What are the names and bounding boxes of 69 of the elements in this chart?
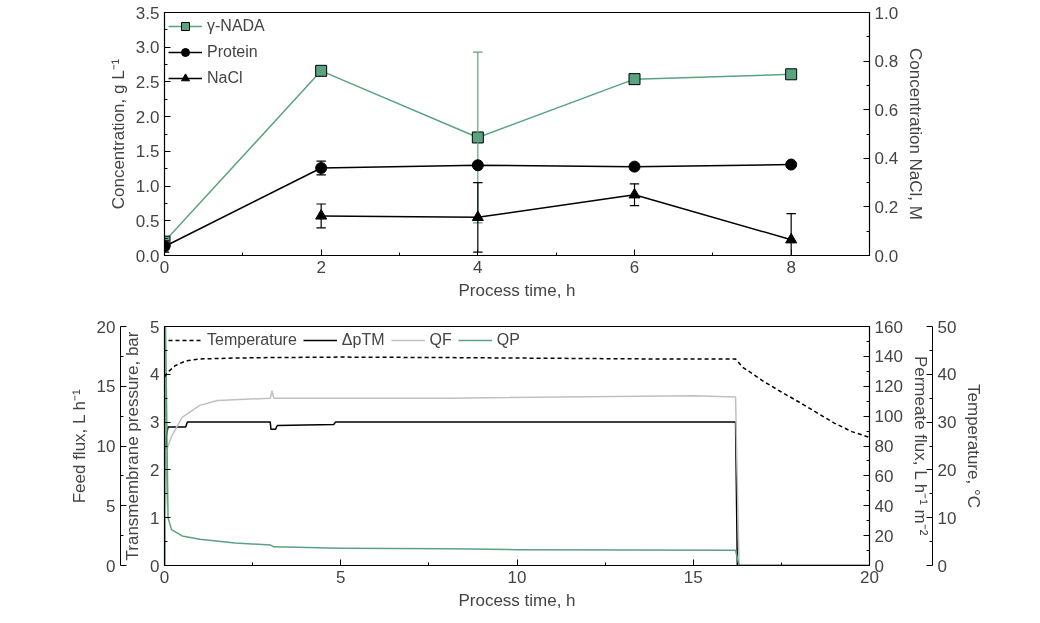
y2-tick-label: 0.6 <box>874 100 899 120</box>
point <box>785 158 798 171</box>
y2-tick-label: 1.0 <box>874 3 899 23</box>
legend-label: QF <box>429 330 452 350</box>
y-tick-label: 40 <box>937 365 957 385</box>
y2-tick-label: 120 <box>874 377 903 397</box>
y3-tick-label: 10 <box>96 437 116 456</box>
point <box>785 68 798 81</box>
y-tick-label: 2 <box>150 460 160 480</box>
y3-tick-label: 5 <box>106 496 116 516</box>
y-tick-label: 4 <box>150 365 160 385</box>
point <box>628 187 641 199</box>
y2-tick-label: 0.0 <box>874 246 899 266</box>
y2-tick-label: 60 <box>874 466 894 486</box>
y-tick-label: 30 <box>937 413 957 433</box>
y-tick-label: 0.0 <box>135 246 160 266</box>
legend-label: NaCl <box>207 68 243 88</box>
x-tick-label: 8 <box>786 257 796 277</box>
x-axis-title: Process time, h <box>458 280 576 300</box>
point <box>628 73 641 86</box>
y-tick-label: 20 <box>937 460 957 480</box>
y-tick-label: 3.5 <box>135 3 160 23</box>
y-axis-title: Concentration, g L⁻¹ <box>108 58 128 210</box>
x-tick-label: 2 <box>316 257 326 277</box>
y-tick-label: 2.0 <box>135 107 160 127</box>
point <box>628 160 641 173</box>
x-tick-label: 10 <box>507 567 527 587</box>
y2-tick-label: 80 <box>874 437 894 456</box>
point <box>315 209 328 220</box>
y2-tick-label: 140 <box>874 347 903 367</box>
y-tick-label: 1.5 <box>135 142 160 162</box>
y-tick-label: 1 <box>150 508 160 528</box>
x-tick-label: 15 <box>683 567 703 587</box>
y-tick-label: 2.5 <box>135 72 160 92</box>
y2-tick-label: 0.8 <box>874 52 899 72</box>
series-label: Temperature <box>207 330 297 350</box>
y2-tick-label: 20 <box>874 526 894 546</box>
y-tick-label: 0.5 <box>135 211 160 231</box>
point <box>471 131 484 144</box>
y2-tick-label: 100 <box>874 407 903 427</box>
point <box>471 210 484 222</box>
y2-axis-title: Permeate flux, L h⁻¹ m⁻² <box>910 355 930 536</box>
point <box>315 64 328 77</box>
y3-axis-title: Feed flux, L h⁻¹ <box>69 388 89 504</box>
point <box>785 232 798 244</box>
y-axis-title: Temperature, °C <box>964 384 984 508</box>
y2-tick-label: 0.2 <box>874 197 899 217</box>
y-tick-label: 10 <box>937 508 957 528</box>
y3-tick-label: 20 <box>96 317 116 337</box>
y-tick-label: 3.0 <box>135 38 160 58</box>
y2-axis-title: Concentration NaCl, M <box>906 48 926 220</box>
legend-label: Protein <box>207 42 258 62</box>
y-tick-label: 5 <box>150 317 160 337</box>
y-tick-label: 1.0 <box>135 177 160 197</box>
x-tick-label: 5 <box>336 567 346 587</box>
y2-tick-label: 160 <box>874 317 903 337</box>
y2-tick-label: 40 <box>874 496 894 516</box>
x-tick-label: 6 <box>629 257 640 277</box>
legend-label: QP <box>496 330 520 350</box>
legend-label: ΔpTM <box>341 330 385 350</box>
y-axis-title: Transmembrane pressure, bar <box>123 331 143 561</box>
x-tick-label: 4 <box>473 257 483 277</box>
x-axis-title: Process time, h <box>458 590 576 610</box>
y-tick-label: 50 <box>937 317 957 337</box>
point <box>471 159 484 172</box>
y2-tick-label: 0.4 <box>874 149 899 169</box>
y3-tick-label: 15 <box>96 377 116 397</box>
y-tick-label: 3 <box>150 413 160 433</box>
legend-label: γ-NADA <box>207 16 265 36</box>
